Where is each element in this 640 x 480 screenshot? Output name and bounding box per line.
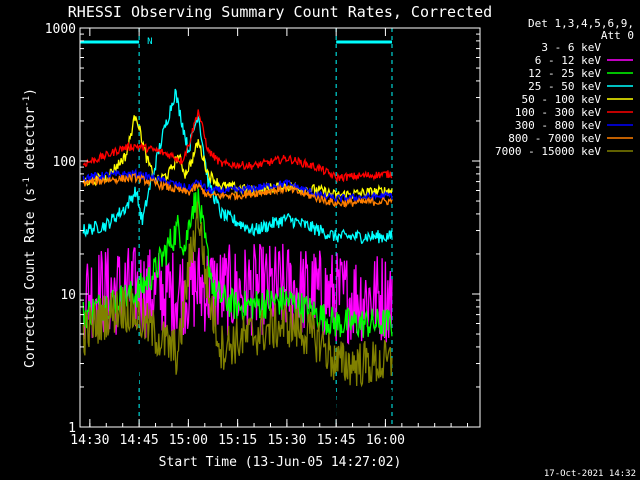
legend-label: 50 - 100 keV xyxy=(522,93,602,106)
legend-label: 800 - 7000 keV xyxy=(508,132,601,145)
x-tick-label: 15:30 xyxy=(267,433,306,448)
y-tick-label: 1 xyxy=(68,421,76,436)
legend-label: 7000 - 15000 keV xyxy=(495,145,601,158)
legend-label: 25 - 50 keV xyxy=(528,80,601,93)
y-axis-label-sup-1: -1 xyxy=(22,177,32,188)
series-line-3 xyxy=(82,88,393,244)
series-line-8 xyxy=(82,201,393,388)
x-axis-label: Start Time (13-Jun-05 14:27:02) xyxy=(159,455,402,470)
x-tick-label: 15:45 xyxy=(317,433,356,448)
series-line-0 xyxy=(82,187,393,429)
y-axis-label-sup-2: -1 xyxy=(22,96,32,107)
footer-date: 17-Oct-2021 14:32 xyxy=(544,469,636,479)
y-axis-label-part-3: ) xyxy=(23,88,38,96)
series-line-5 xyxy=(82,109,393,184)
saa-marker-label: N xyxy=(147,37,152,47)
x-tick-label: 14:30 xyxy=(70,433,109,448)
y-tick-label: 1000 xyxy=(45,22,76,37)
x-tick-label: 16:00 xyxy=(366,433,405,448)
legend-header-line-2: Att 0 xyxy=(601,29,634,42)
legend-header-line-1: Det 1,3,4,5,6,9, xyxy=(528,17,634,30)
y-axis-label-part-2: detector xyxy=(23,107,38,178)
x-tick-label: 15:00 xyxy=(169,433,208,448)
legend-label: 12 - 25 keV xyxy=(528,67,601,80)
y-axis-label-part-1: Corrected Count Rate (s xyxy=(23,188,38,368)
series-line-7 xyxy=(82,172,393,209)
chart-title: RHESSI Observing Summary Count Rates, Co… xyxy=(68,3,492,21)
y-axis: 1 10 100 1000 xyxy=(45,22,480,436)
y-axis-label: Corrected Count Rate (s-1 detector-1) xyxy=(22,88,38,368)
x-axis: 14:30 14:45 15:00 15:15 15:30 15:45 16:00 xyxy=(70,28,469,448)
legend-label: 6 - 12 keV xyxy=(535,54,602,67)
plot-frame xyxy=(79,27,481,428)
legend-label: 3 - 6 keV xyxy=(541,41,601,54)
series-line-2 xyxy=(82,188,393,339)
y-tick-label: 100 xyxy=(53,155,76,170)
legend-label: 300 - 800 keV xyxy=(515,119,601,132)
x-tick-label: 14:45 xyxy=(120,433,159,448)
series-line-6 xyxy=(82,167,393,202)
legend-label: 100 - 300 keV xyxy=(515,106,601,119)
y-tick-label: 10 xyxy=(60,288,76,303)
plot-area: N xyxy=(80,28,393,429)
x-tick-label: 15:15 xyxy=(218,433,257,448)
